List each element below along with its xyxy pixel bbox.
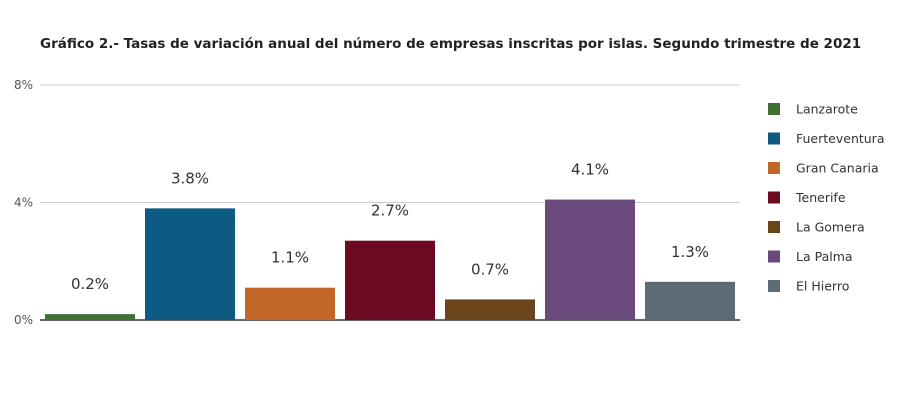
legend-swatch [768, 103, 780, 115]
data-label: 4.1% [571, 161, 609, 179]
data-label: 0.7% [471, 260, 509, 278]
data-label: 1.3% [671, 243, 709, 261]
data-label: 3.8% [171, 169, 209, 187]
data-label: 2.7% [371, 202, 409, 220]
legend-swatch [768, 221, 780, 233]
chart-title: Gráfico 2.- Tasas de variación anual del… [40, 36, 862, 52]
bar-el-hierro [645, 281, 735, 320]
legend-entry: Lanzarote [796, 102, 858, 117]
legend-entry: Gran Canaria [796, 161, 879, 176]
data-label: 1.1% [271, 249, 309, 267]
y-tick-label: 4% [14, 196, 33, 210]
legend-entry: Tenerife [795, 190, 846, 205]
bar-la-gomera [445, 299, 535, 320]
bar-la-palma [545, 199, 635, 320]
y-tick-label: 0% [14, 313, 33, 327]
bar-gran-canaria [245, 287, 335, 320]
legend-entry: La Palma [796, 249, 853, 264]
y-tick-label: 8% [14, 78, 33, 92]
legend-swatch [768, 250, 780, 263]
bar-layer [45, 199, 735, 320]
legend-swatch [768, 162, 780, 174]
data-label: 0.2% [71, 275, 109, 293]
legend-entry: La Gomera [796, 220, 865, 235]
bar-tenerife [345, 240, 435, 320]
data-label-layer: 0.2% 3.8% 1.1% 2.7% 0.7% 4.1% 1.3% [71, 161, 709, 294]
bar-lanzarote [45, 314, 135, 320]
legend-swatch [768, 132, 780, 145]
legend-swatch [768, 280, 780, 292]
legend-entry: El Hierro [796, 279, 849, 294]
legend-swatch [768, 191, 780, 204]
bar-fuerteventura [145, 208, 235, 320]
legend: Lanzarote Fuerteventura Gran Canaria Teneri… [768, 102, 884, 294]
legend-entry: Fuerteventura [796, 131, 884, 146]
